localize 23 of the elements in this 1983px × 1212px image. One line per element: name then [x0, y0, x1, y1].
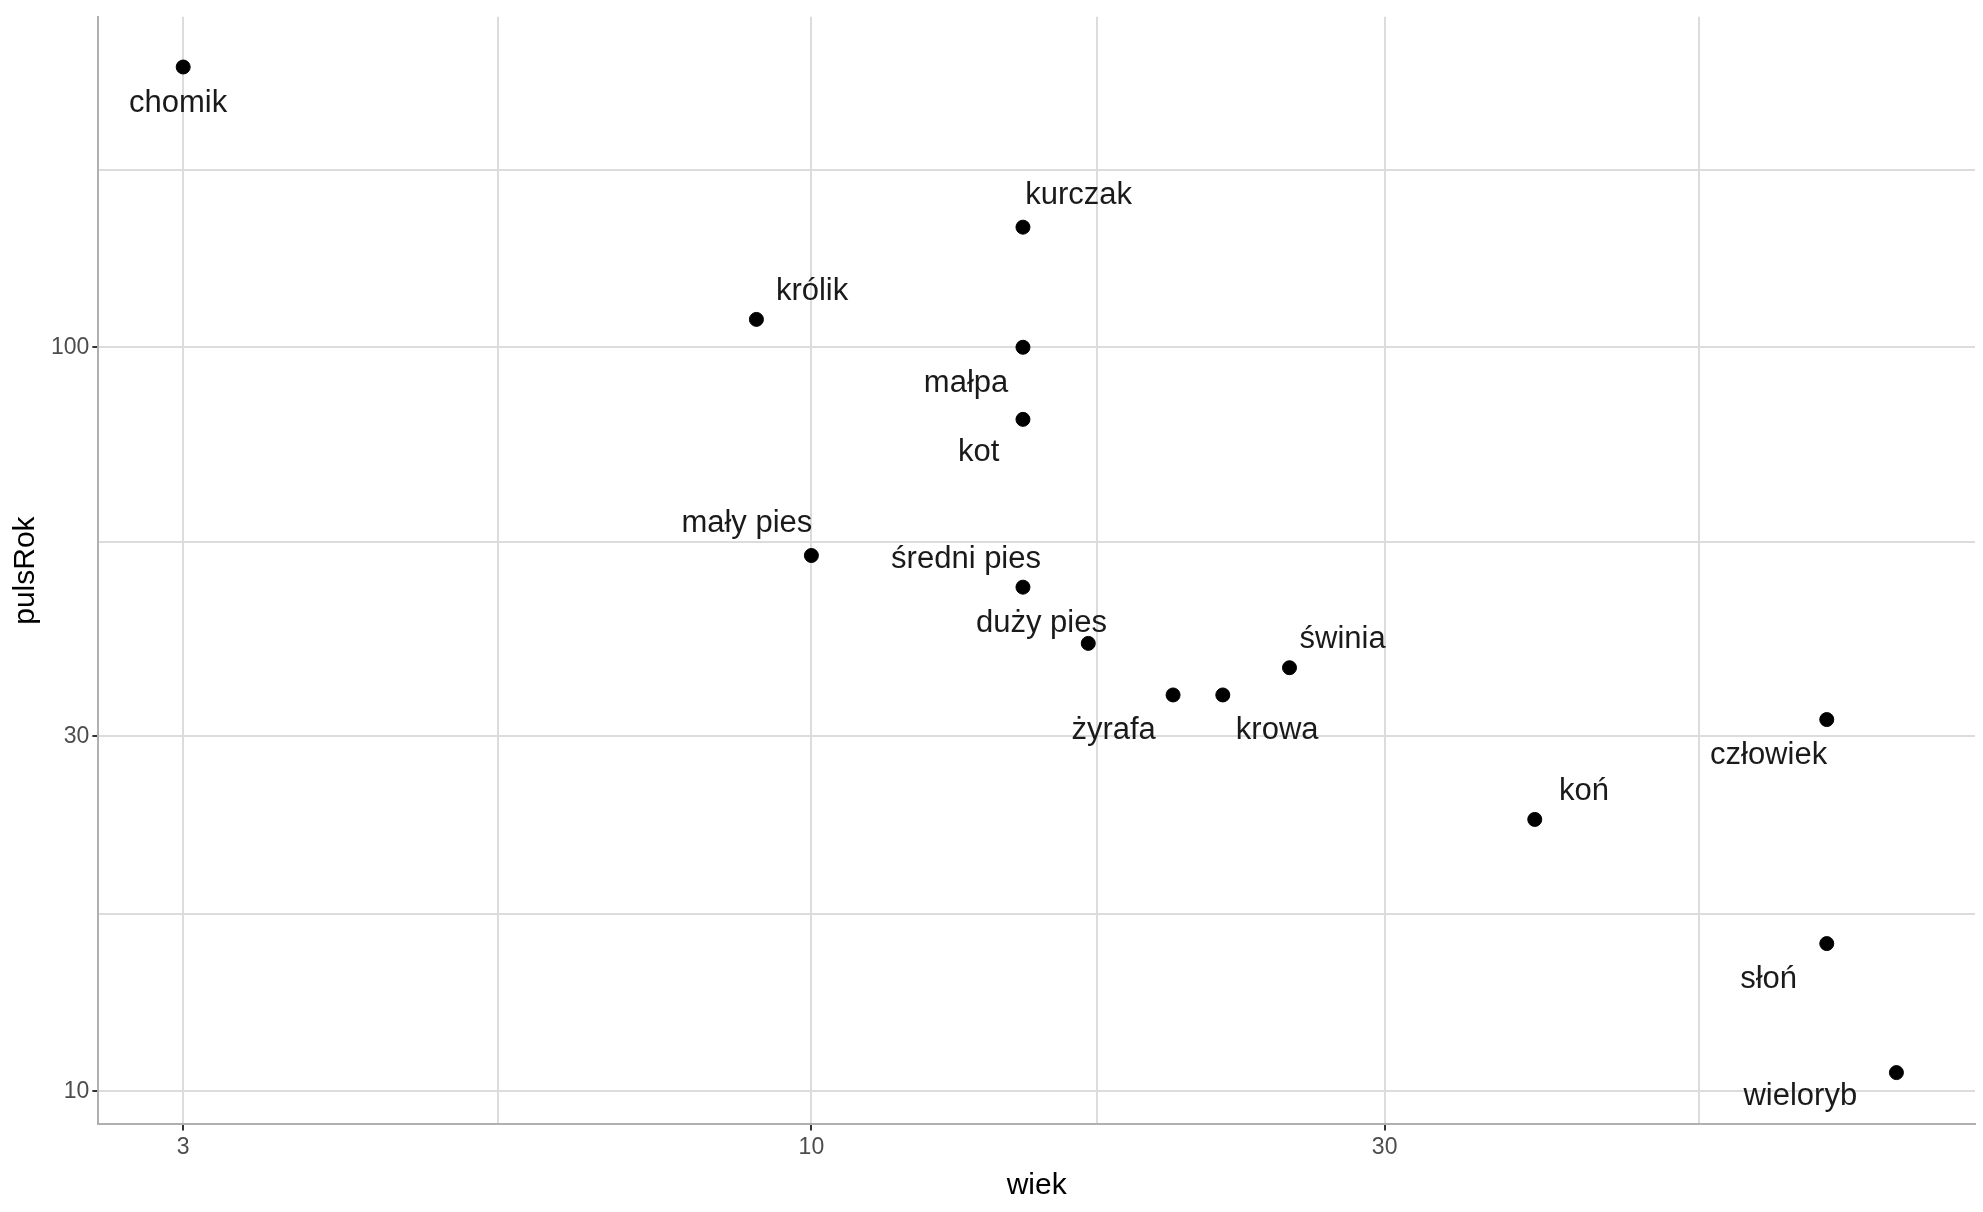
annotation: człowiek: [1709, 735, 1828, 771]
annotation: chomik: [129, 84, 228, 120]
annotation: królik: [775, 272, 849, 308]
annotation: koń: [1559, 772, 1610, 808]
annotation: kurczak: [1025, 176, 1133, 212]
y-tick-label: 100: [51, 332, 90, 359]
annotation: krowa: [1235, 710, 1320, 746]
x-tick-label: 10: [798, 1132, 825, 1159]
annotation: małpa: [923, 364, 1010, 400]
annotation: słoń: [1740, 959, 1797, 995]
annotation: średni pies: [891, 539, 1041, 575]
y-tick-label: 30: [63, 721, 90, 748]
annotation: duży pies: [975, 603, 1107, 639]
annotation: wieloryb: [1742, 1077, 1858, 1113]
x-axis-title: wiek: [1005, 1167, 1068, 1201]
y-axis-title: pulsRok: [7, 515, 41, 625]
annotation: mały pies: [681, 504, 813, 540]
x-tick-label: 3: [176, 1132, 190, 1159]
annotation: żyrafa: [1071, 710, 1157, 746]
x-tick-label: 30: [1371, 1132, 1398, 1159]
annotation: kot: [958, 432, 1000, 468]
annotation: świnia: [1299, 620, 1387, 656]
y-tick-label: 10: [63, 1076, 90, 1103]
